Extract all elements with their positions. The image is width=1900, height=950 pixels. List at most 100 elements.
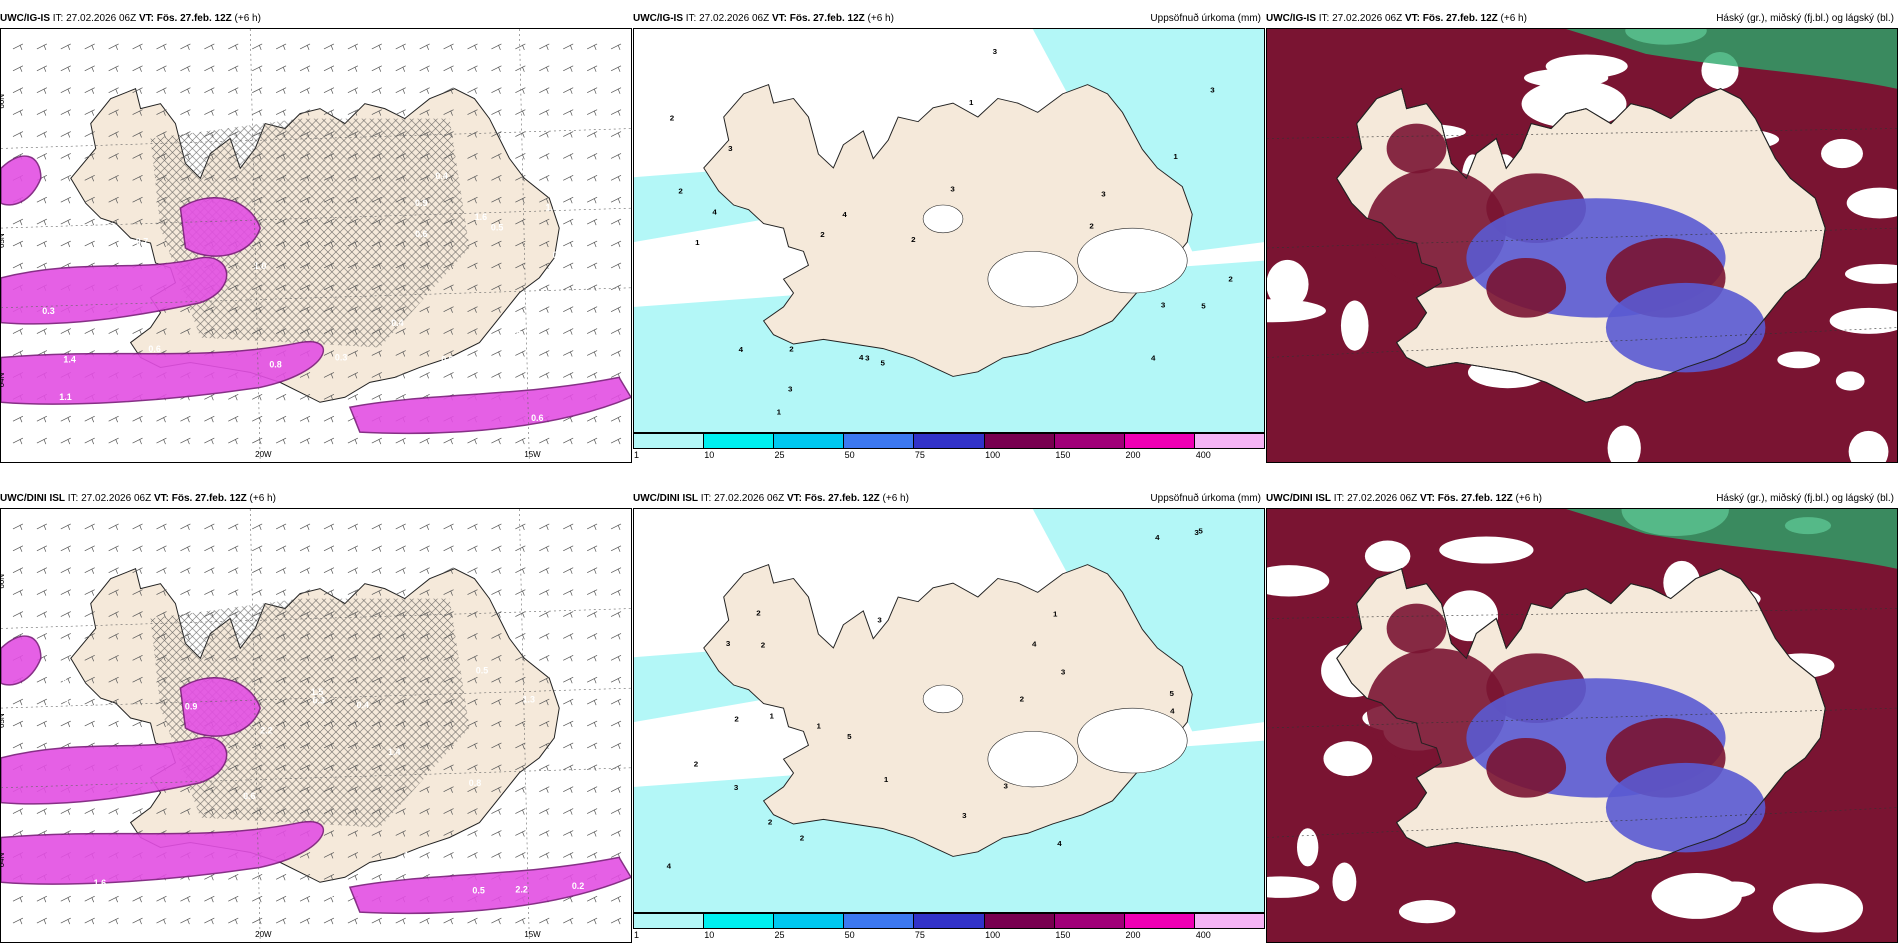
wind-barb <box>443 764 454 771</box>
cloud-area <box>1486 737 1567 798</box>
wind-barb <box>467 742 478 750</box>
wind-barb <box>132 655 143 662</box>
wind-barb <box>132 698 143 706</box>
wind-barb <box>299 415 311 423</box>
wind-barb <box>491 109 502 116</box>
wind-barb <box>275 874 287 881</box>
wind-barb <box>395 218 406 226</box>
wind-barb <box>12 545 24 552</box>
wind-barb <box>60 87 71 94</box>
wind-barb <box>491 240 502 248</box>
wind-barb <box>395 830 406 837</box>
wind-barb <box>443 786 454 793</box>
wind-barb <box>36 917 48 925</box>
wind-barb <box>36 87 48 94</box>
wind-barb <box>395 633 406 640</box>
wind-barb <box>108 567 119 574</box>
wind-barb <box>610 87 622 94</box>
clear-sky-patch <box>1332 862 1357 902</box>
wind-barb <box>60 917 71 925</box>
map-wind[interactable]: 0.3 0.8 0.5 0.6 1.3 0.7 0.4 2.6 1.0 0.6 0.2 0.5 1.4 0… <box>0 28 632 463</box>
wind-barb <box>323 196 335 204</box>
wind-barb <box>36 720 48 728</box>
wind-barb <box>323 306 335 313</box>
wind-barb <box>228 589 239 596</box>
wind-barb <box>443 698 454 706</box>
wind-barb <box>395 676 406 684</box>
wind-barb <box>419 655 430 662</box>
wind-barb <box>539 545 550 552</box>
wind-barb <box>108 153 119 160</box>
wind-barb <box>395 153 406 160</box>
wind-barb <box>275 545 287 552</box>
wind-barb <box>371 372 382 379</box>
colorbar-swatch <box>634 434 705 448</box>
wind-barb <box>539 830 550 837</box>
wind-barb <box>610 306 622 313</box>
precip-rate-label: 0.4 <box>435 171 447 181</box>
wind-barb <box>156 655 167 662</box>
wind-barb <box>84 523 95 531</box>
panel-header: UWC/DINI ISL IT: 27.02.2026 06Z VT: Fös.… <box>1266 490 1898 508</box>
wind-barb <box>299 284 311 291</box>
wind-barb <box>586 87 598 94</box>
precip-rate-label: 0.9 <box>185 702 197 712</box>
wind-barb <box>347 65 359 72</box>
cloud-area <box>1605 762 1766 853</box>
wind-barb <box>204 415 215 423</box>
wind-barb <box>275 131 287 138</box>
cloud-area <box>1605 282 1766 373</box>
wind-barb <box>395 284 406 291</box>
wind-barb <box>108 87 119 94</box>
wind-barb <box>108 437 119 445</box>
wind-barb <box>539 109 550 116</box>
graticule-line <box>1267 608 1897 619</box>
wind-barb <box>563 109 574 116</box>
precip-rate-label: 0.3 <box>56 699 68 709</box>
wind-barb <box>610 328 622 335</box>
wind-barb <box>515 350 526 357</box>
wind-barb <box>299 655 311 662</box>
wind-barb <box>180 786 191 793</box>
map-cloud[interactable] <box>1266 508 1898 943</box>
wind-barb <box>586 633 598 640</box>
wind-barb <box>108 65 119 72</box>
clear-sky-patch <box>1777 351 1821 369</box>
wind-barb <box>539 655 550 662</box>
wind-barb <box>443 306 454 313</box>
precip-value-label: 2 <box>911 235 915 244</box>
wind-barb <box>539 328 550 335</box>
wind-barb <box>60 698 71 706</box>
wind-barb <box>156 545 167 552</box>
wind-barb <box>539 720 550 728</box>
wind-barb <box>539 852 550 859</box>
field-title: Háský (gr.), miðský (fj.bl.) og lágský (… <box>1716 493 1894 504</box>
wind-barb <box>275 218 287 226</box>
wind-barb <box>491 786 502 793</box>
precip-rate-label: 2.2 <box>260 725 272 735</box>
precip-rate-label: 2.6 <box>521 317 533 327</box>
map-cloud[interactable] <box>1266 28 1898 463</box>
wind-barb <box>156 87 167 94</box>
wind-barb <box>108 131 119 138</box>
precip-value-label: 2 <box>734 715 738 724</box>
wind-barb <box>299 742 311 750</box>
wind-barb <box>12 109 24 116</box>
wind-barb <box>156 196 167 204</box>
wind-barb <box>515 523 526 531</box>
wind-barb <box>36 567 48 574</box>
wind-barb <box>539 698 550 706</box>
wind-barb <box>515 764 526 771</box>
wind-barb <box>132 43 143 51</box>
wind-barb <box>228 153 239 160</box>
precip-rate-label: 0.4 <box>391 318 403 328</box>
wind-barb <box>299 328 311 335</box>
wind-barb <box>395 655 406 662</box>
wind-barb <box>12 742 24 750</box>
wind-barb <box>539 43 550 51</box>
map-wind[interactable]: 0.7 0.6 0.3 0.5 2.2 1.5 0.6 0.5 0.2 1.4 1.1 0.4 1.3 0… <box>0 508 632 943</box>
wind-barb <box>204 874 215 881</box>
wind-barb <box>108 175 119 182</box>
